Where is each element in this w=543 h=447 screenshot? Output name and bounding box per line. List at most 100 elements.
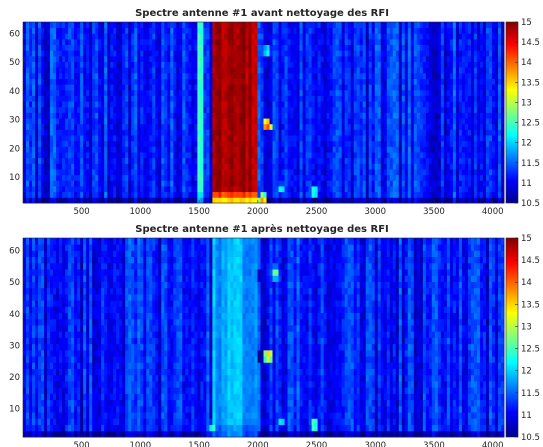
heat-cell	[68, 95, 72, 102]
heat-cell	[314, 84, 319, 91]
heat-cell	[158, 169, 162, 176]
heat-cell	[479, 186, 484, 193]
heat-cell	[278, 33, 282, 40]
heat-cell	[125, 72, 129, 79]
heat-cell	[290, 157, 294, 164]
heat-cell	[152, 186, 156, 193]
heat-cell	[62, 78, 66, 85]
heat-cell	[113, 67, 117, 74]
heat-cell	[50, 118, 54, 125]
heat-cell	[293, 50, 297, 57]
heat-cell	[197, 27, 201, 34]
heat-cell	[287, 112, 291, 119]
heat-cell	[326, 55, 331, 62]
heat-cell	[482, 129, 487, 136]
heat-cell	[62, 27, 66, 34]
heat-cell	[41, 61, 45, 68]
heat-cell	[221, 135, 225, 142]
heat-cell	[485, 112, 490, 119]
heat-cell	[68, 191, 72, 198]
heat-cell	[116, 67, 120, 74]
heat-cell	[368, 33, 373, 40]
heat-cell	[29, 174, 33, 181]
spectrogram-panel-before: Spectre antenne #1 avant nettoyage des R…	[9, 8, 540, 217]
heat-cell	[290, 186, 294, 193]
heat-cell	[290, 191, 294, 198]
heat-cell	[65, 33, 69, 40]
heat-cell	[428, 129, 433, 136]
heat-cell	[101, 186, 105, 193]
heat-cell	[95, 55, 99, 62]
heat-cell	[26, 22, 30, 29]
heat-cell	[461, 186, 466, 193]
heat-cell	[122, 135, 126, 142]
heat-cell	[371, 174, 376, 181]
heat-cell	[113, 55, 117, 62]
heat-cell	[215, 186, 219, 193]
heat-cell	[434, 157, 439, 164]
heat-cell	[380, 61, 385, 68]
heat-cell	[233, 55, 237, 62]
heat-cell	[257, 101, 261, 108]
heat-cell	[155, 101, 159, 108]
heat-cell	[290, 67, 294, 74]
heat-cell	[488, 186, 493, 193]
heat-cell	[125, 112, 129, 119]
heat-cell	[128, 55, 132, 62]
heat-cell	[74, 27, 78, 34]
heat-cell	[254, 22, 258, 29]
heat-cell	[185, 72, 189, 79]
heat-cell	[425, 84, 430, 91]
heat-cell	[380, 180, 385, 187]
heat-cell	[425, 135, 430, 142]
heat-cell	[59, 163, 63, 170]
heat-cell	[356, 146, 361, 153]
heat-cell	[362, 191, 367, 198]
heat-cell	[233, 163, 237, 170]
heat-cell	[443, 72, 448, 79]
heat-cell	[143, 163, 147, 170]
heat-cell	[275, 174, 279, 181]
heat-cell	[65, 191, 69, 198]
heat-cell	[278, 174, 282, 181]
heat-cell	[320, 186, 325, 193]
heat-cell	[296, 140, 300, 147]
heat-cell	[350, 174, 355, 181]
heat-cell	[395, 27, 400, 34]
heat-cell	[161, 186, 165, 193]
heat-cell	[251, 129, 255, 136]
heat-cell	[56, 106, 60, 113]
heat-cell	[404, 50, 409, 57]
heat-cell	[188, 118, 192, 125]
heat-cell	[275, 61, 279, 68]
heat-cell	[239, 157, 243, 164]
heat-cell	[200, 135, 204, 142]
heat-cell	[314, 146, 319, 153]
heat-cell	[155, 89, 159, 96]
heat-cell	[419, 38, 424, 46]
heat-cell	[458, 129, 463, 136]
heat-cell	[473, 129, 478, 136]
heat-cell	[272, 67, 276, 74]
heat-cell	[473, 44, 478, 51]
heat-cell	[194, 27, 198, 34]
heat-cell	[377, 112, 382, 119]
heat-cell	[44, 55, 48, 62]
heat-cell	[389, 152, 394, 159]
heat-cell	[323, 186, 328, 193]
heat-cell	[158, 101, 162, 108]
heat-cell	[251, 50, 255, 57]
heat-cell	[134, 78, 138, 85]
heat-cell	[86, 67, 90, 74]
heat-cell	[197, 38, 201, 46]
heat-cell	[245, 44, 249, 51]
heat-cell	[386, 197, 391, 204]
heat-cell	[422, 140, 427, 147]
heat-cell	[95, 135, 99, 142]
heat-cell	[449, 197, 454, 204]
heat-cell	[392, 186, 397, 193]
heat-cell	[356, 55, 361, 62]
heat-cell	[293, 174, 297, 181]
heat-cell	[161, 112, 165, 119]
heat-cell	[236, 95, 240, 102]
